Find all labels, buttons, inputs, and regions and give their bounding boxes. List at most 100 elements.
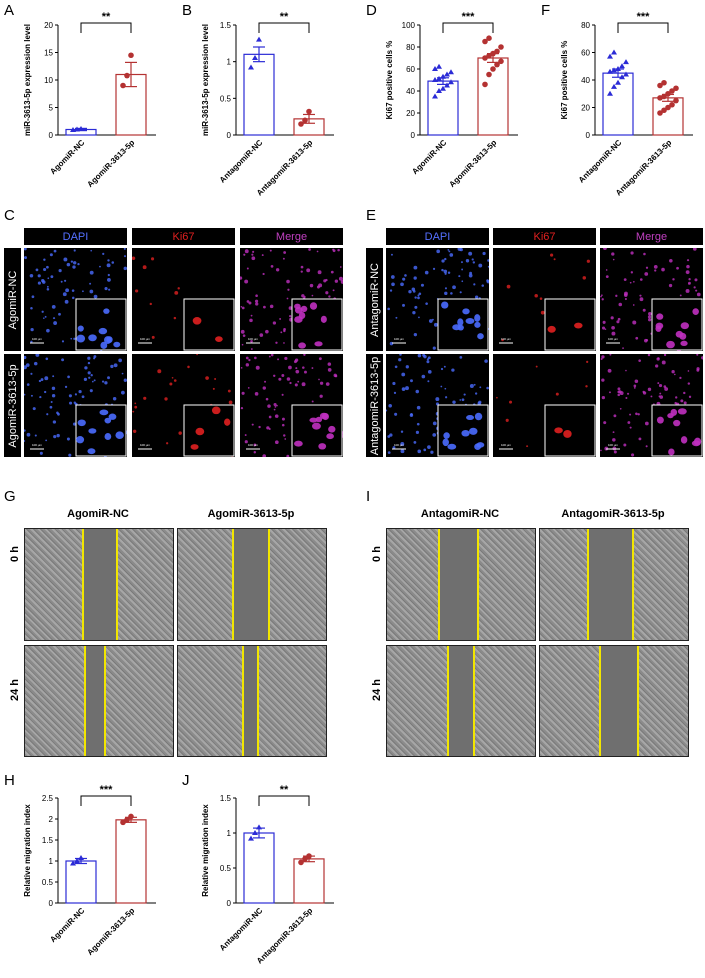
cell-nucleus [661,267,665,272]
cell-nucleus [246,300,250,303]
cell-nucleus [134,402,137,405]
panel-letter-b: B [182,2,193,19]
data-point [669,101,675,108]
time-label: 24 h [371,679,383,702]
cell-nucleus [58,312,61,316]
data-point [444,71,450,77]
cell-nucleus [415,430,420,434]
cell-nucleus [101,380,105,383]
cell-nucleus [123,378,127,382]
cell-nucleus [286,377,291,381]
y-tick-label: 1.5 [42,836,54,845]
data-point [248,835,254,841]
cell-nucleus [612,431,615,434]
cell-nucleus [143,396,147,400]
cell-nucleus [288,306,293,310]
cell-nucleus [460,261,463,264]
cell-nucleus [638,359,641,362]
cell-nucleus [58,269,62,273]
cell-nucleus [663,354,667,357]
cell-nucleus [87,371,91,375]
cell-nucleus [601,395,606,400]
cell-nucleus [31,295,35,299]
y-tick-label: 40 [581,76,590,85]
cell-nucleus [625,396,628,399]
cell-nucleus [100,341,108,350]
cell-nucleus [469,384,474,388]
micrograph: 100 μm [496,360,596,457]
cell-nucleus [339,266,342,268]
cell-nucleus [192,317,202,325]
cell-nucleus [39,451,43,455]
cell-nucleus [627,421,631,424]
cell-nucleus [432,267,436,270]
cell-nucleus [554,427,563,434]
cell-nucleus [629,413,632,416]
cell-nucleus [242,334,246,337]
cell-nucleus [607,368,612,373]
cell-nucleus [400,449,405,454]
category-label: AntagomiR-3613-5p [255,906,315,966]
cell-nucleus [602,320,606,324]
data-point [448,69,454,75]
cell-nucleus [304,370,307,374]
y-tick-label: 60 [581,49,590,58]
cell-nucleus [51,305,56,309]
cell-nucleus [107,273,110,277]
cell-nucleus [306,268,311,273]
cell-nucleus [50,400,53,404]
cell-nucleus [399,354,402,356]
row-label: AntagomiR-3613-5p [366,354,383,457]
merge-image: 100 μm [240,354,343,457]
cell-nucleus [693,248,697,251]
cell-nucleus [309,417,318,423]
cell-nucleus [414,296,417,299]
cell-nucleus [98,327,108,335]
micrograph: 100 μm [386,354,489,457]
y-tick-label: 1 [227,58,232,67]
data-point [436,63,442,69]
cell-nucleus [70,337,73,340]
cell-nucleus [253,451,257,454]
y-tick-label: 20 [581,104,590,113]
significance-bracket [442,22,494,33]
cell-nucleus [630,251,634,255]
bar-chart-f: 0 20 40 60 80 Ki67 positive cells % AntagomiR-… [560,11,693,198]
cell-nucleus [49,405,53,409]
data-point [611,83,617,89]
cell-nucleus [390,253,393,256]
cell-nucleus [387,307,390,311]
cell-nucleus [638,437,642,441]
cell-nucleus [440,385,443,388]
cell-nucleus [586,360,589,363]
cell-nucleus [88,428,97,434]
cell-nucleus [666,340,675,349]
cell-nucleus [77,419,86,427]
cell-nucleus [405,386,409,391]
cell-nucleus [259,333,264,337]
cell-nucleus [49,253,53,257]
y-tick-label: 0.5 [42,878,54,887]
cell-nucleus [671,370,675,374]
cell-nucleus [461,398,465,402]
cell-nucleus [395,316,398,319]
cell-nucleus [45,439,48,442]
data-point [494,48,500,55]
data-point [607,53,613,59]
cell-nucleus [668,283,673,288]
cell-nucleus [459,291,462,294]
y-tick-label: 0 [586,131,591,140]
cell-nucleus [688,283,690,285]
cell-nucleus [430,450,434,454]
cell-nucleus [76,334,86,343]
cell-nucleus [478,263,483,268]
cell-nucleus [424,270,429,275]
cell-nucleus [61,340,65,343]
cell-nucleus [496,396,498,399]
category-label: AgomiR-NC [410,138,448,176]
cell-nucleus [196,354,198,356]
cell-nucleus [632,320,637,325]
cell-nucleus [35,268,39,272]
cell-nucleus [613,450,617,454]
cell-nucleus [664,387,669,391]
